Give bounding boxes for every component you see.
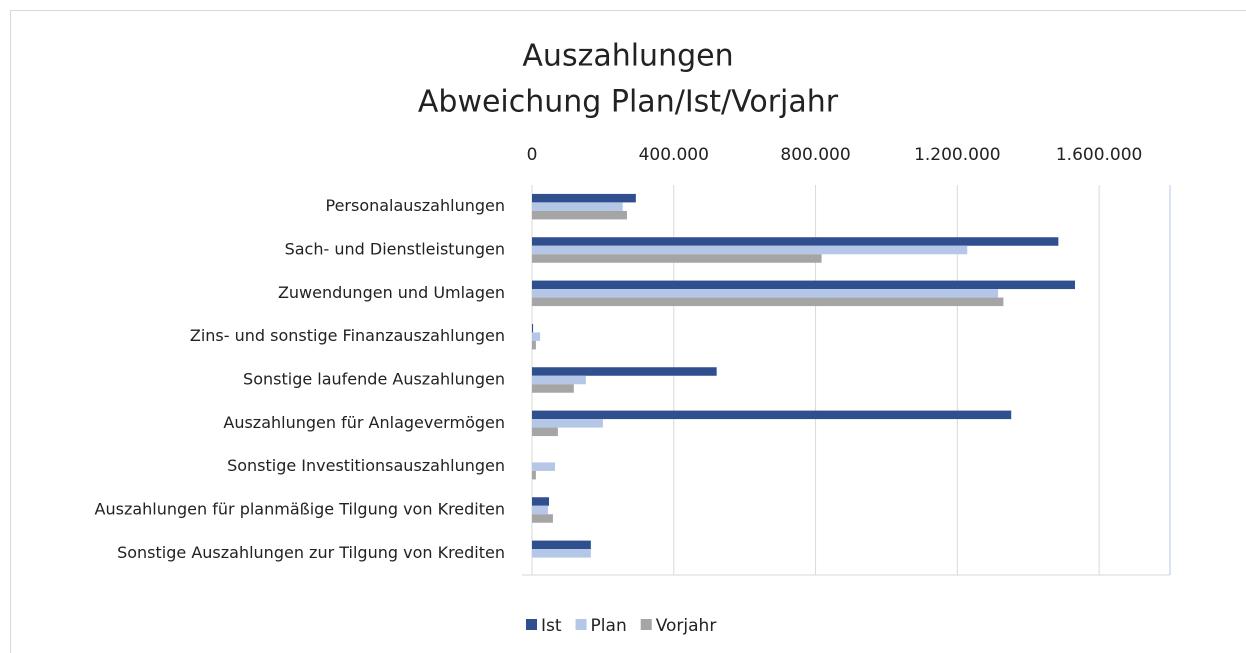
bar — [532, 410, 1012, 420]
y-tick-label: Zins- und sonstige Finanzauszahlungen — [190, 326, 505, 345]
bar — [532, 323, 534, 333]
bar — [532, 384, 574, 393]
legend-label: Vorjahr — [656, 616, 717, 636]
y-tick-label: Sonstige Investitionsauszahlungen — [227, 456, 505, 475]
bar — [532, 332, 541, 341]
bar — [532, 340, 536, 350]
x-tick-label: 1.200.000 — [914, 145, 1001, 165]
bar — [532, 202, 623, 211]
y-tick-label: Zuwendungen und Umlagen — [278, 283, 505, 302]
bar — [532, 245, 968, 255]
y-tick-label: Auszahlungen für planmäßige Tilgung von … — [95, 500, 505, 519]
bar — [532, 193, 636, 203]
bar — [532, 549, 591, 558]
bar — [532, 505, 548, 515]
legend-label: Ist — [541, 616, 562, 636]
bar — [532, 297, 1004, 307]
bar — [532, 419, 603, 428]
legend-label: Plan — [591, 616, 627, 636]
bar — [532, 375, 586, 385]
legend-swatch — [575, 619, 587, 630]
bar — [532, 280, 1076, 290]
bar — [532, 289, 999, 298]
chart-border — [10, 10, 1246, 653]
y-tick-label: Auszahlungen für Anlagevermögen — [223, 413, 505, 432]
bar — [532, 514, 553, 523]
x-tick-label: 0 — [527, 145, 538, 165]
bar — [532, 237, 1059, 246]
bar — [532, 427, 558, 437]
bar — [532, 462, 556, 471]
bar — [532, 254, 822, 263]
y-tick-label: Sonstige Auszahlungen zur Tilgung von Kr… — [117, 543, 505, 562]
x-tick-label: 1.600.000 — [1056, 145, 1143, 165]
legend-swatch — [526, 619, 537, 630]
chart-title: Auszahlungen — [522, 39, 733, 74]
bar — [532, 470, 536, 480]
y-tick-label: Sach- und Dienstleistungen — [285, 240, 505, 259]
legend-swatch — [640, 619, 652, 630]
bar — [532, 210, 627, 220]
chart-subtitle: Abweichung Plan/Ist/Vorjahr — [418, 85, 839, 120]
bar — [532, 367, 717, 376]
x-tick-label: 400.000 — [639, 145, 709, 165]
y-tick-label: Sonstige laufende Auszahlungen — [243, 370, 505, 389]
y-tick-label: Personalauszahlungen — [325, 196, 505, 215]
bar — [532, 540, 591, 550]
bar — [532, 497, 550, 506]
x-tick-label: 800.000 — [780, 145, 850, 165]
